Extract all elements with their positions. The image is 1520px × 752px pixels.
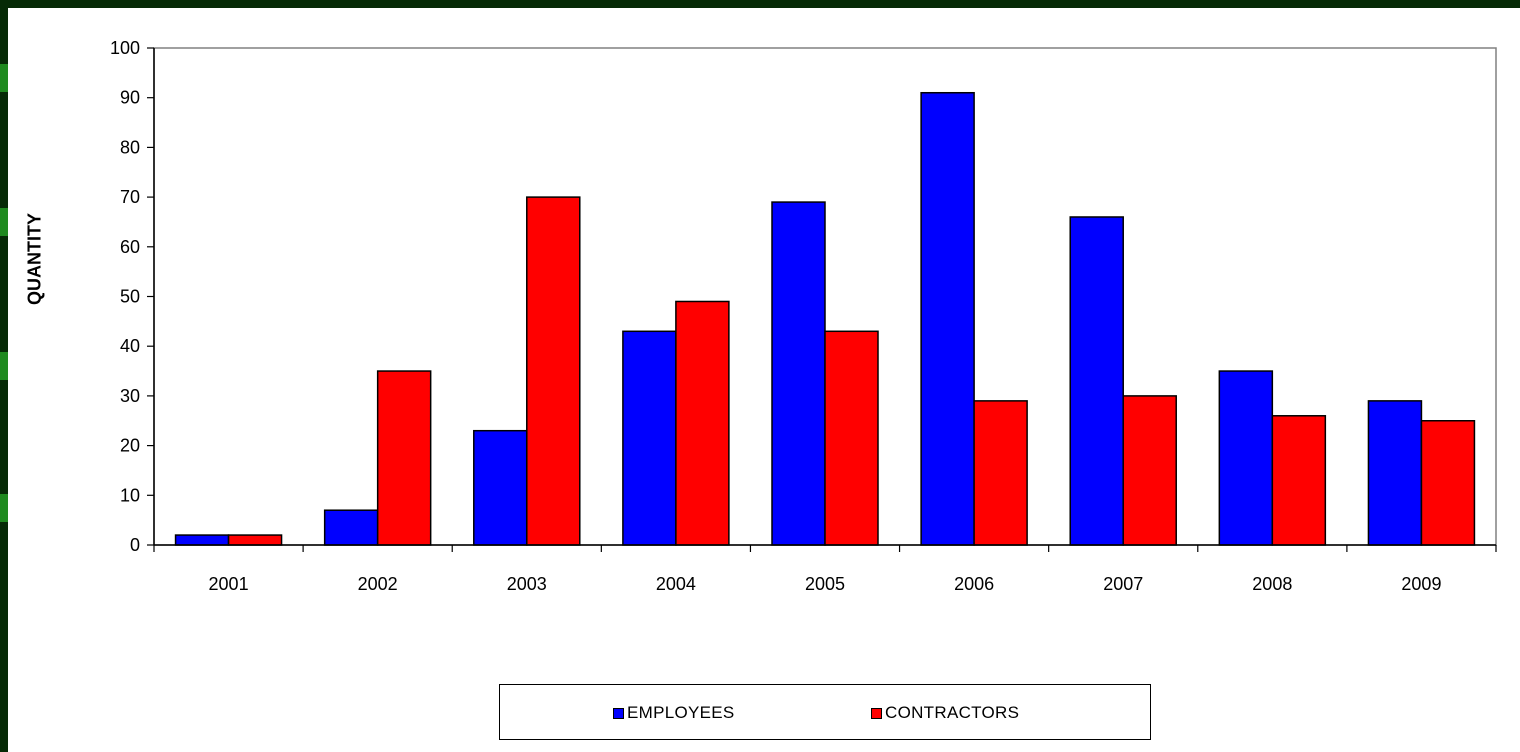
bar-contractors-2001: [227, 534, 283, 546]
legend-item-contractors: CONTRACTORS: [871, 703, 1019, 723]
x-tick-label: 2002: [358, 574, 398, 594]
y-tick-label: 40: [120, 336, 140, 356]
y-tick-label: 80: [120, 137, 140, 157]
legend-label-contractors: CONTRACTORS: [885, 703, 1020, 722]
legend-item-employees: EMPLOYEES: [613, 703, 735, 723]
y-tick-label: 0: [130, 535, 140, 555]
bar-contractors-2009: [1420, 420, 1476, 546]
legend: EMPLOYEES CONTRACTORS: [499, 684, 1151, 740]
legend-swatch-employees: [613, 707, 624, 719]
y-tick-label: 70: [120, 187, 140, 207]
bar-employees-2006: [920, 91, 975, 546]
bar-contractors-2002: [376, 370, 432, 546]
bar-contractors-2006: [973, 400, 1028, 546]
bar-contractors-2007: [1122, 395, 1177, 546]
y-tick-label: 90: [120, 88, 140, 108]
frame-accent: [0, 494, 8, 522]
y-tick-label: 20: [120, 436, 140, 456]
bar-employees-2005: [771, 201, 826, 546]
bar-employees-2004: [622, 330, 677, 546]
bar-contractors-2005: [824, 330, 879, 546]
bar-employees-2003: [473, 429, 528, 546]
y-tick-label: 60: [120, 237, 140, 257]
y-tick-label: 10: [120, 485, 140, 505]
x-tick-label: 2005: [805, 574, 845, 594]
legend-label-employees: EMPLOYEES: [627, 703, 735, 722]
x-tick-label: 2003: [507, 574, 547, 594]
bar-employees-2001: [174, 534, 230, 546]
bar-contractors-2003: [526, 196, 581, 546]
x-tick-label: 2008: [1252, 574, 1292, 594]
x-tick-label: 2007: [1103, 574, 1143, 594]
slide-frame-left: [0, 0, 8, 752]
slide-frame-top: [0, 0, 1520, 8]
x-tick-label: 2004: [656, 574, 696, 594]
y-tick-label: 100: [110, 38, 140, 58]
bar-employees-2002: [323, 509, 379, 546]
bar-contractors-2004: [675, 300, 730, 546]
bar-employees-2007: [1069, 216, 1124, 546]
frame-accent: [0, 208, 8, 236]
bar-employees-2008: [1218, 370, 1274, 546]
bar-contractors-2008: [1271, 415, 1327, 546]
x-tick-label: 2006: [954, 574, 994, 594]
y-tick-label: 50: [120, 287, 140, 307]
frame-accent: [0, 64, 8, 92]
x-tick-label: 2009: [1401, 574, 1441, 594]
bar-employees-2009: [1367, 400, 1423, 546]
frame-accent: [0, 352, 8, 380]
y-tick-label: 30: [120, 386, 140, 406]
legend-swatch-contractors: [871, 707, 882, 719]
x-tick-label: 2001: [209, 574, 249, 594]
